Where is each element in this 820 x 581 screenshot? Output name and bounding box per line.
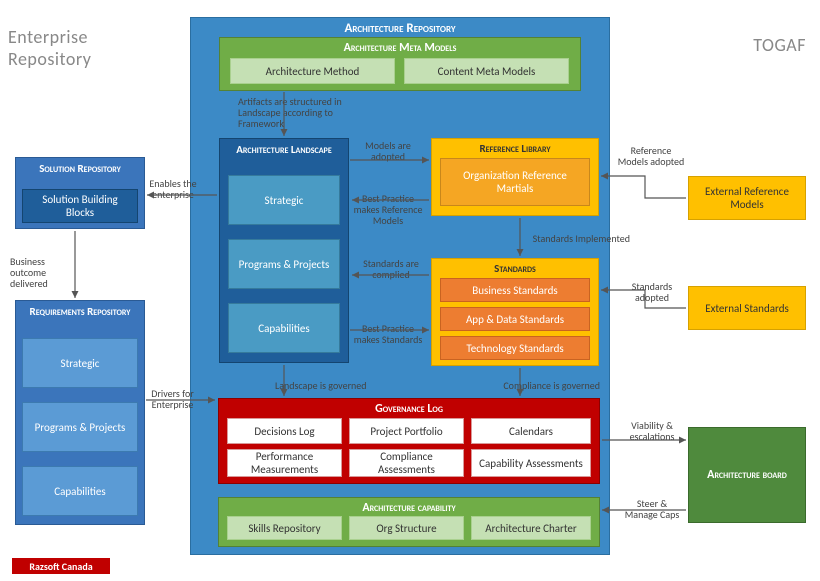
solution-repo-title: Solution Repository: [39, 162, 121, 175]
enterprise-repository-title: Enterprise Repository: [4, 22, 119, 74]
std-adopted-label: Standards adopted: [618, 281, 686, 303]
std-complied-label: Standards are complied: [352, 258, 430, 280]
reflib-org-ref: Organization Reference Martials: [440, 158, 590, 206]
skills-repository: Skills Repository: [227, 516, 342, 540]
steer-label: Steer & Manage Caps: [622, 498, 682, 520]
models-adopted-label: Models are adopted: [358, 140, 418, 162]
technology-standards: Technology Standards: [440, 336, 590, 360]
architecture-board: Architecture board: [688, 427, 806, 523]
best-std-label: Best Practice makes Standards: [352, 323, 424, 345]
viability-label: Viability & escalations: [622, 420, 682, 442]
req-capabilities: Capabilities: [22, 466, 138, 516]
req-strategic: Strategic: [22, 338, 138, 388]
landscape-capabilities: Capabilities: [228, 303, 340, 353]
meta-models-title: Architecture Meta Models: [344, 41, 457, 55]
landscape-strategic: Strategic: [228, 175, 340, 225]
togaf-title: TOGAF: [710, 30, 810, 60]
capability-title: Architecture capability: [362, 501, 455, 515]
architecture-method-box: Architecture Method: [230, 58, 395, 84]
compliance-assessments: Compliance Assessments: [349, 449, 464, 477]
artifacts-label: Artifacts are structured in Landscape ac…: [238, 96, 368, 129]
razsoft-tag: Razsoft Canada: [12, 558, 110, 574]
architecture-repository-title: Architecture Repository: [344, 21, 455, 36]
business-standards: Business Standards: [440, 278, 590, 302]
standards-title: Standards: [494, 262, 536, 275]
org-structure: Org Structure: [349, 516, 464, 540]
best-ref-label: Best Practice makes Reference Models: [352, 193, 424, 226]
drivers-label: Drivers for Enterprise: [145, 388, 200, 410]
calendars: Calendars: [471, 418, 591, 444]
landscape-gov-label: Landscape is governed: [275, 380, 395, 391]
external-standards: External Standards: [688, 286, 806, 330]
reflib-title: Reference Library: [479, 142, 550, 155]
ref-adopted-label: Reference Models adopted: [615, 145, 687, 167]
performance-measurements: Performance Measurements: [227, 449, 342, 477]
content-meta-models-box: Content Meta Models: [404, 58, 569, 84]
solution-building-blocks: Solution Building Blocks: [22, 189, 138, 223]
app-data-standards: App & Data Standards: [440, 307, 590, 331]
decisions-log: Decisions Log: [227, 418, 342, 444]
architecture-charter: Architecture Charter: [471, 516, 591, 540]
std-impl-label: Standards Implemented: [510, 233, 630, 244]
biz-outcome-label: Business outcome delivered: [10, 256, 70, 289]
capability-assessments: Capability Assessments: [471, 449, 591, 477]
external-reference-models: External Reference Models: [688, 176, 806, 220]
project-portfolio: Project Portfolio: [349, 418, 464, 444]
requirements-repo-title: Requirements Repository: [30, 305, 131, 318]
enables-label: Enables the enterprise: [148, 178, 198, 200]
compliance-gov-label: Compliance is governed: [480, 380, 600, 391]
req-programs: Programs & Projects: [22, 402, 138, 452]
landscape-title: Architecture Landscape: [236, 143, 331, 156]
govlog-title: Governance Log: [375, 402, 443, 416]
landscape-programs: Programs & Projects: [228, 239, 340, 289]
